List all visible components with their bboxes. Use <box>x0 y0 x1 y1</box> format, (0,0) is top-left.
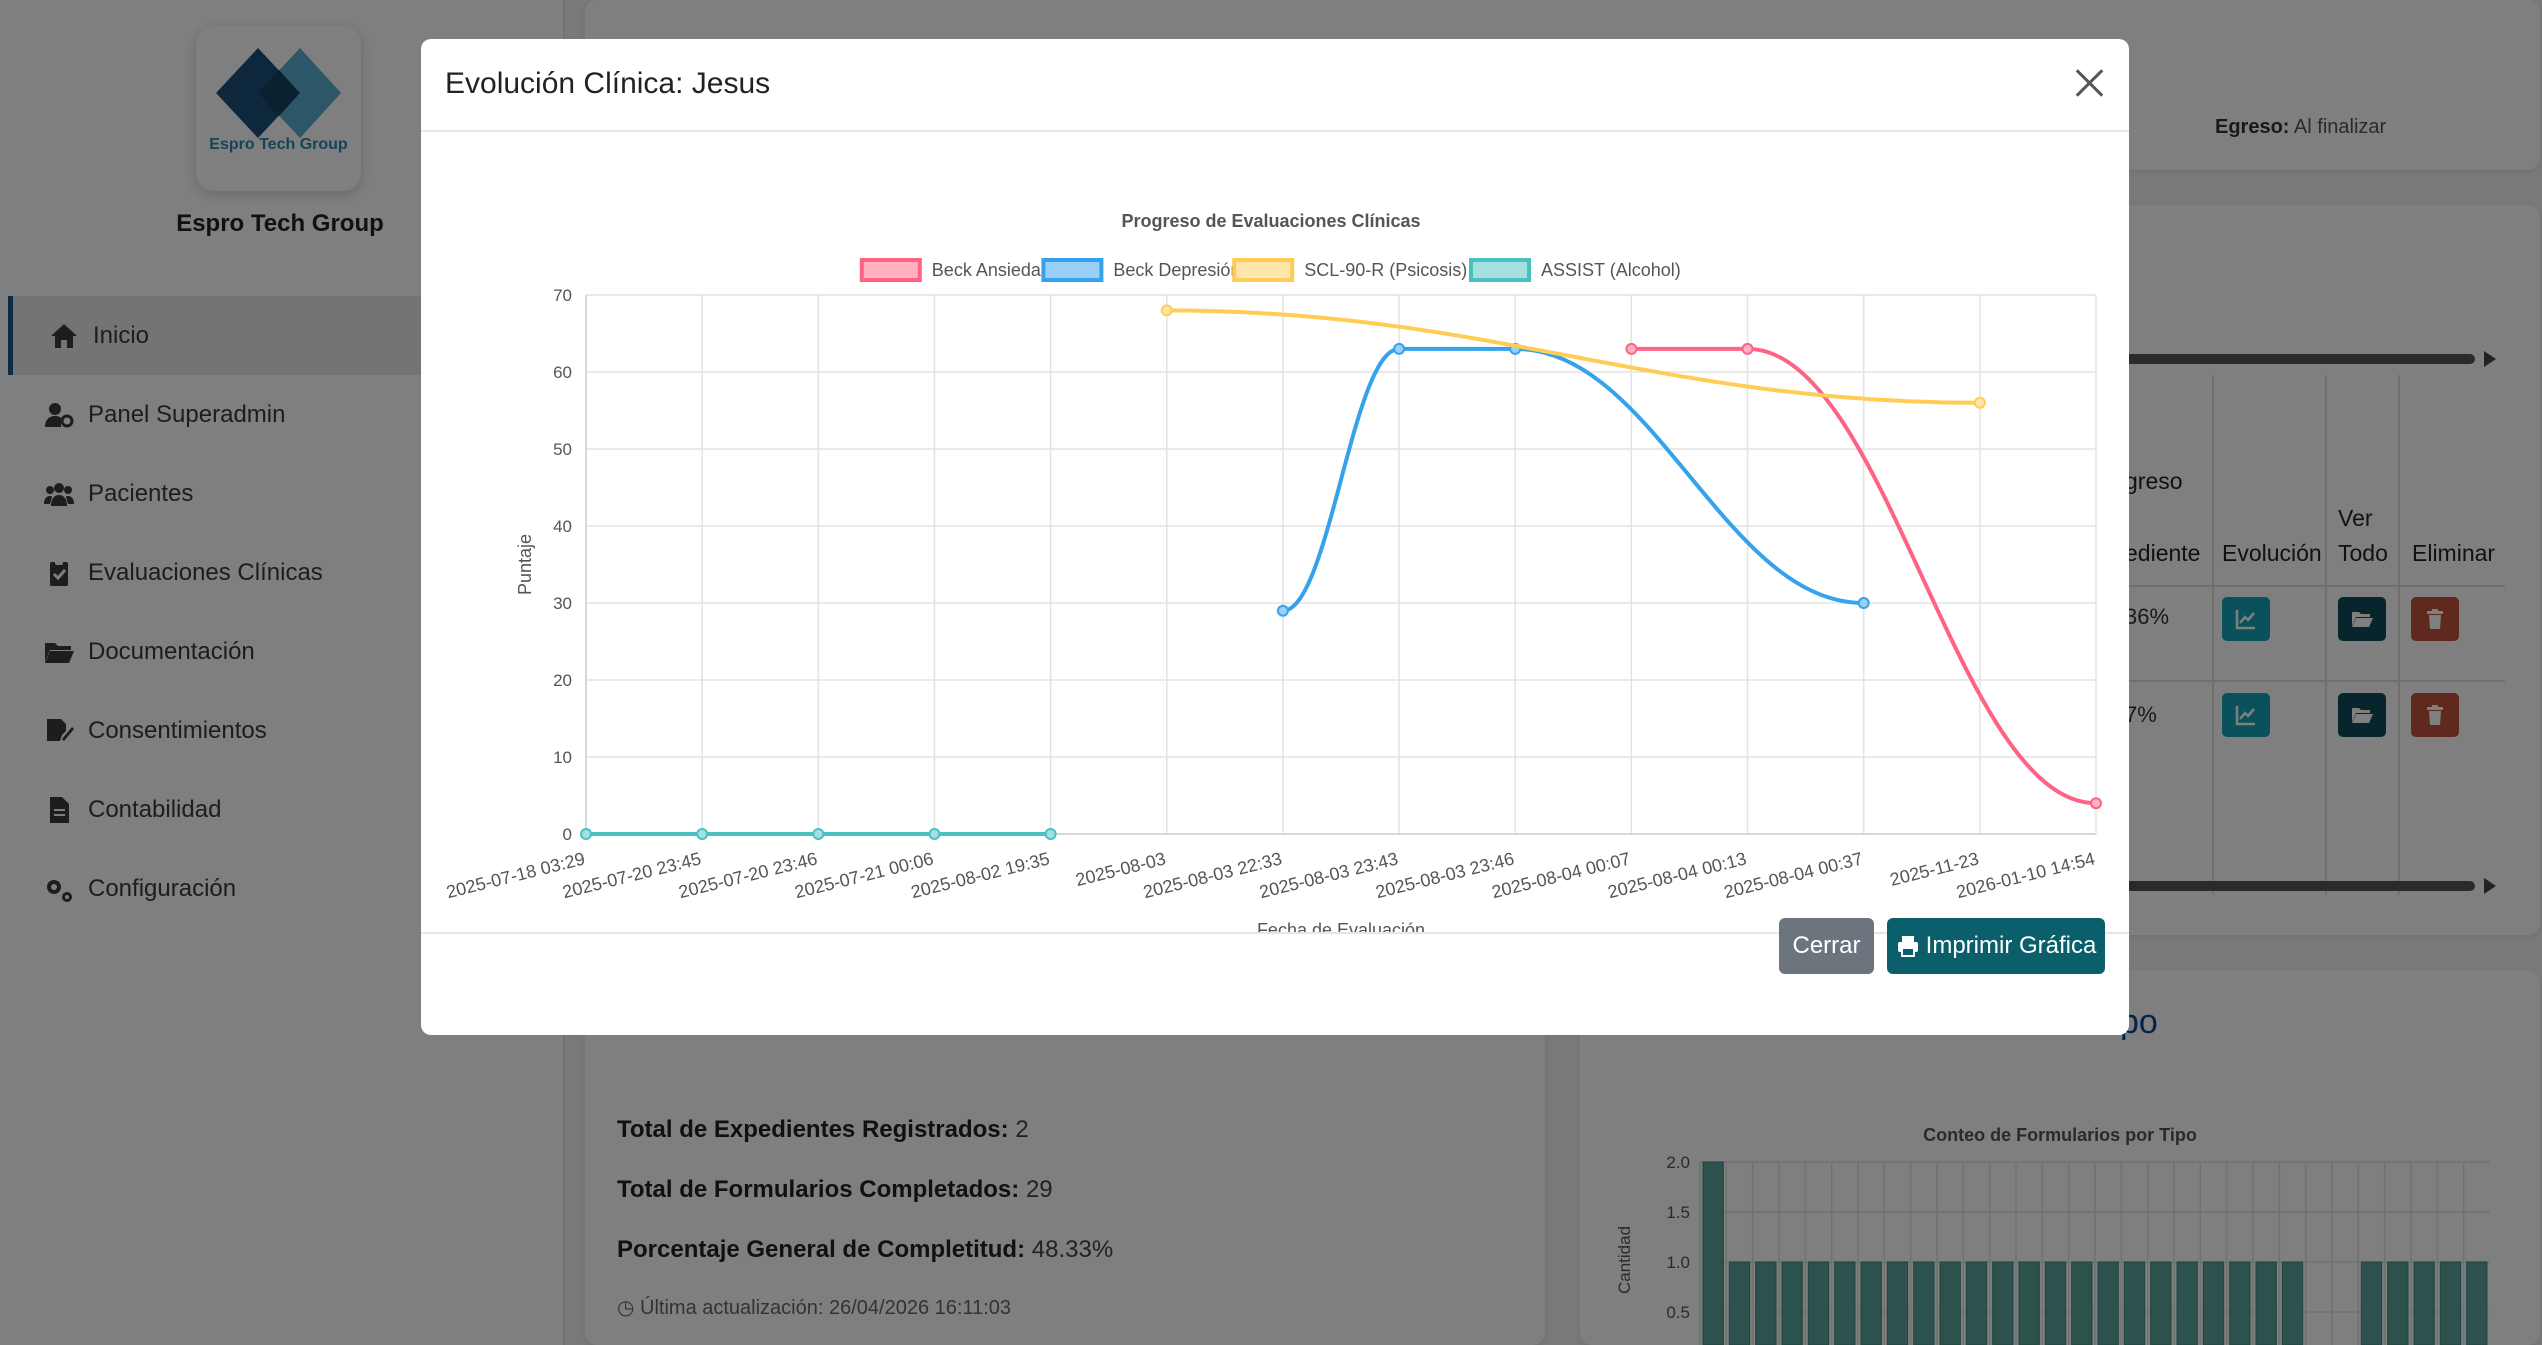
y-tick-label: 70 <box>553 286 572 305</box>
data-point <box>928 828 941 840</box>
modal-title: Evolución Clínica: Jesus <box>445 67 771 100</box>
data-point <box>696 828 709 840</box>
y-tick-label: 0 <box>563 825 572 844</box>
data-point <box>1625 342 1638 355</box>
data-point <box>1276 604 1289 617</box>
data-point <box>1973 396 1986 409</box>
series-line <box>1282 346 1864 613</box>
series-line <box>1166 308 1980 405</box>
legend-swatch <box>1469 258 1531 282</box>
imprimir-grafica-button[interactable]: Imprimir Gráfica <box>1887 918 2105 974</box>
legend-swatch <box>1232 258 1295 282</box>
data-point <box>812 828 825 840</box>
legend-swatch <box>1041 258 1104 282</box>
y-tick-label: 30 <box>553 594 572 613</box>
close-icon[interactable] <box>2069 63 2109 103</box>
print-label: Imprimir Gráfica <box>1925 932 2097 959</box>
series-line <box>1631 346 2097 806</box>
legend-swatch <box>859 258 922 282</box>
data-point <box>1857 597 1870 609</box>
legend-label: Beck Ansiedad <box>932 260 1051 280</box>
modal-footer <box>421 932 2129 1035</box>
evolution-line-chart: Progreso de Evaluaciones Clínicas Beck An… <box>444 211 2102 932</box>
chart-title: Progreso de Evaluaciones Clínicas <box>1121 211 1420 231</box>
modal-header: Evolución Clínica: Jesus <box>421 39 2129 132</box>
legend-label: SCL-90-R (Psicosis) <box>1304 260 1467 280</box>
data-point <box>1044 828 1057 840</box>
evolucion-modal: Evolución Clínica: Jesus Progreso de Eva… <box>421 39 2129 1035</box>
y-tick-label: 40 <box>553 517 572 536</box>
data-point <box>580 828 592 840</box>
x-axis-label: Fecha de Evaluación <box>1257 920 1425 932</box>
y-tick-label: 10 <box>553 748 572 767</box>
data-point <box>1741 342 1754 355</box>
cerrar-button[interactable]: Cerrar <box>1779 918 1874 974</box>
printer-icon <box>1897 936 1918 957</box>
legend-label: ASSIST (Alcohol) <box>1541 260 1681 280</box>
data-point <box>1393 342 1406 355</box>
y-tick-label: 60 <box>553 363 572 382</box>
y-tick-label: 20 <box>553 671 572 690</box>
y-tick-label: 50 <box>553 440 572 459</box>
legend-label: Beck Depresión <box>1113 260 1240 280</box>
y-axis-label: Puntaje <box>515 534 535 595</box>
data-point <box>2090 797 2102 810</box>
data-point <box>1160 304 1173 317</box>
